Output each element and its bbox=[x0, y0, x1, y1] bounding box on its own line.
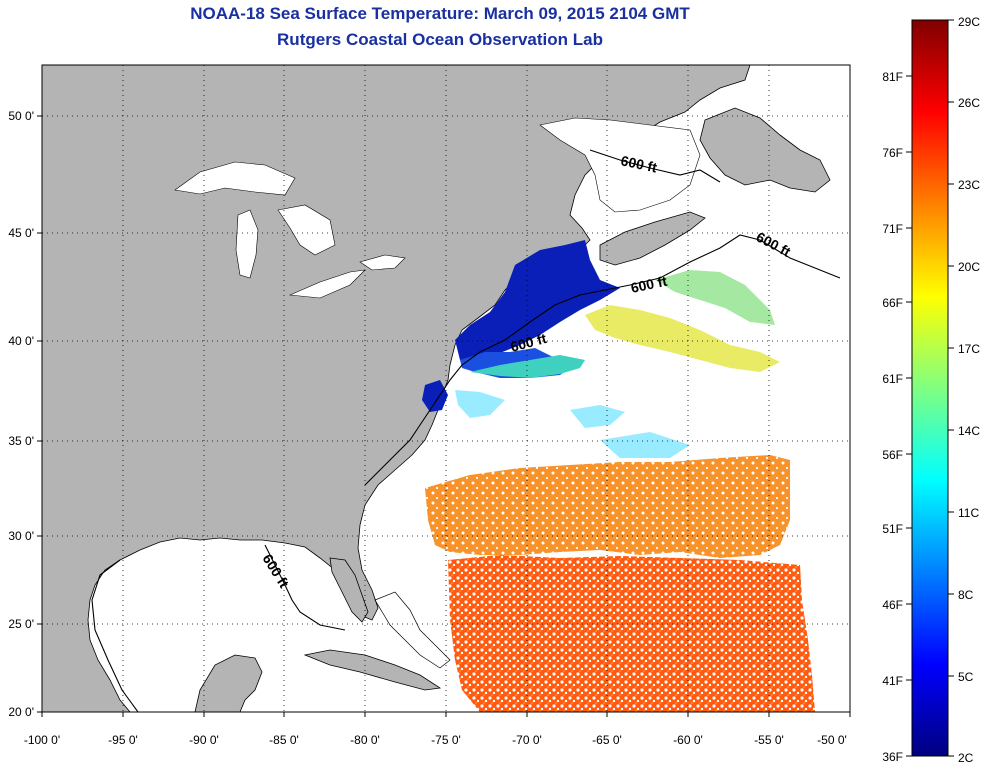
sst-warm-band bbox=[425, 455, 790, 558]
lon-tick-label: -85 0' bbox=[269, 733, 299, 747]
sst-swath bbox=[422, 240, 815, 712]
colorbar-celsius-label: 20C bbox=[958, 260, 980, 274]
colorbar-ticks bbox=[906, 19, 954, 757]
colorbar-celsius-label: 23C bbox=[958, 178, 980, 192]
colorbar-fahrenheit-label: 81F bbox=[882, 70, 903, 84]
nova-scotia bbox=[599, 211, 706, 266]
isobath-label: 600 ft bbox=[619, 152, 658, 175]
lon-tick-label: -65 0' bbox=[592, 733, 622, 747]
lat-tick-label: 45 0' bbox=[8, 226, 34, 240]
colorbar-celsius-label: 5C bbox=[958, 670, 974, 684]
colorbar-fahrenheit-label: 76F bbox=[882, 146, 903, 160]
gulf-of-st-lawrence bbox=[539, 117, 701, 213]
lon-tick-label: -75 0' bbox=[431, 733, 461, 747]
colorbar-fahrenheit-label: 36F bbox=[882, 750, 903, 764]
sst-slope-patches-2 bbox=[655, 270, 775, 325]
sst-scattered-cyan bbox=[455, 390, 690, 458]
lon-tick-label: -100 0' bbox=[24, 733, 60, 747]
colorbar-fahrenheit-label: 61F bbox=[882, 372, 903, 386]
colorbar-scale bbox=[911, 19, 949, 757]
florida-peninsula bbox=[329, 557, 369, 623]
map-subtitle: Rutgers Coastal Ocean Observation Lab bbox=[277, 30, 603, 49]
colorbar-celsius-label: 26C bbox=[958, 96, 980, 110]
lat-tick-label: 20 0' bbox=[8, 705, 34, 719]
sst-midatlantic-bight bbox=[470, 355, 585, 378]
sst-tropical-swath bbox=[448, 555, 815, 712]
colorbar-fahrenheit-label: 66F bbox=[882, 296, 903, 310]
isobath-600ft bbox=[91, 149, 841, 712]
axis-ticks bbox=[37, 115, 851, 717]
colorbar-celsius-label: 17C bbox=[958, 342, 980, 356]
sst-slope-patches bbox=[585, 305, 780, 372]
lat-tick-label: 35 0' bbox=[8, 434, 34, 448]
yucatan bbox=[194, 654, 263, 712]
lon-tick-label: -80 0' bbox=[350, 733, 380, 747]
lake-ontario bbox=[359, 254, 406, 271]
colorbar-fahrenheit-label: 56F bbox=[882, 448, 903, 462]
latitude-labels: 20 0' 25 0' 30 0' 35 0' 40 0' 45 0' 50 0… bbox=[8, 109, 34, 719]
lon-tick-label: -50 0' bbox=[817, 733, 847, 747]
cuba bbox=[303, 649, 442, 691]
lat-tick-label: 40 0' bbox=[8, 334, 34, 348]
colorbar: 29C 26C 23C 20C 17C 14C 11C 8C 5C 2C 81F… bbox=[882, 15, 980, 765]
colorbar-celsius-label: 8C bbox=[958, 588, 974, 602]
lake-superior bbox=[174, 161, 296, 196]
colorbar-celsius-label: 29C bbox=[958, 15, 980, 29]
sst-cold-shelf bbox=[455, 240, 620, 362]
map-title: NOAA-18 Sea Surface Temperature: March 0… bbox=[190, 4, 690, 23]
sst-chesapeake-cold bbox=[422, 380, 448, 412]
lon-tick-label: -95 0' bbox=[108, 733, 138, 747]
lon-tick-label: -60 0' bbox=[673, 733, 703, 747]
lon-tick-label: -90 0' bbox=[189, 733, 219, 747]
colorbar-celsius-label: 2C bbox=[958, 751, 974, 765]
longitude-labels: -100 0' -95 0' -90 0' -85 0' -80 0' -75 … bbox=[24, 733, 847, 747]
bahamas-banks bbox=[374, 591, 451, 669]
map-panel: 600 ft 600 ft 600 ft 600 ft 600 ft bbox=[8, 64, 851, 747]
colorbar-fahrenheit-label: 51F bbox=[882, 522, 903, 536]
colorbar-fahrenheit-label: 71F bbox=[882, 222, 903, 236]
lake-huron bbox=[277, 204, 336, 256]
colorbar-fahrenheit-label: 46F bbox=[882, 598, 903, 612]
colorbar-celsius-label: 11C bbox=[958, 506, 979, 520]
lon-tick-label: -55 0' bbox=[754, 733, 784, 747]
lat-tick-label: 30 0' bbox=[8, 529, 34, 543]
colorbar-fahrenheit-label: 41F bbox=[882, 674, 903, 688]
lat-tick-label: 50 0' bbox=[8, 109, 34, 123]
newfoundland bbox=[699, 107, 831, 193]
colorbar-celsius-label: 14C bbox=[958, 424, 980, 438]
lat-tick-label: 25 0' bbox=[8, 617, 34, 631]
lon-tick-label: -70 0' bbox=[512, 733, 542, 747]
lake-michigan bbox=[235, 209, 259, 279]
isobath-label: 600 ft bbox=[629, 273, 668, 296]
